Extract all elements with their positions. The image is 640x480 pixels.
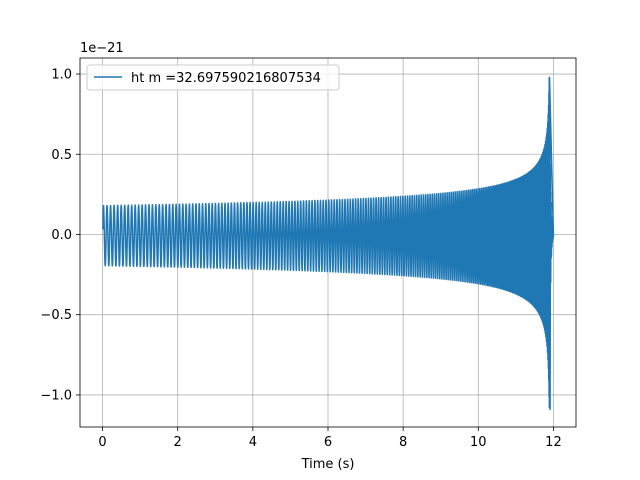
x-tick-label: 4 <box>249 435 257 450</box>
legend-box <box>86 64 340 91</box>
legend-label: ht m =32.697590216807534 <box>131 71 321 86</box>
y-tick-label: 1.0 <box>51 68 72 83</box>
y-tick-label: 0.0 <box>51 228 72 243</box>
legend: ht m =32.697590216807534 <box>86 64 340 91</box>
ticks-layer: 0 2 4 6 8 10 12 −1.0 −0.5 0.0 0.5 1.0 <box>40 68 561 450</box>
plot-frame <box>79 57 577 428</box>
y-tick-label: −1.0 <box>40 388 72 403</box>
x-tick-label: 2 <box>174 435 182 450</box>
series-line <box>101 76 555 411</box>
x-axis-label: Time (s) <box>301 457 355 472</box>
x-tick-label: 10 <box>470 435 487 450</box>
y-tick-label: 0.5 <box>51 148 72 163</box>
x-tick-label: 0 <box>98 435 106 450</box>
series-layer <box>101 76 555 411</box>
x-tick-label: 12 <box>545 435 562 450</box>
x-tick-label: 6 <box>324 435 332 450</box>
y-offset-label: 1e−21 <box>80 41 124 56</box>
x-tick-label: 8 <box>399 435 407 450</box>
y-tick-label: −0.5 <box>40 308 72 323</box>
